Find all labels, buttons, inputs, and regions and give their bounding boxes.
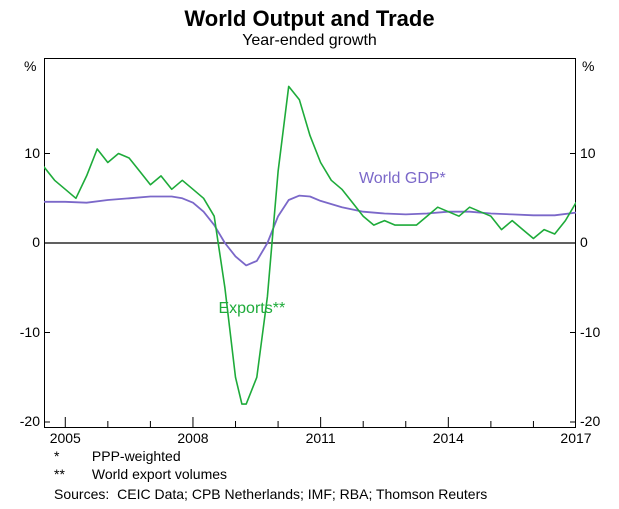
x-tick: 2005 (45, 430, 85, 446)
footnote-1-marker: * (54, 448, 88, 464)
sources-line: Sources: CEIC Data; CPB Netherlands; IMF… (54, 486, 487, 502)
chart-svg (44, 58, 576, 428)
y-tick-right: 10 (580, 145, 596, 161)
series-label-exports: Exports** (218, 300, 285, 318)
footnote-2-text: World export volumes (92, 466, 227, 482)
x-tick: 2014 (428, 430, 468, 446)
x-tick: 2011 (301, 430, 341, 446)
y-tick-left: 0 (6, 234, 40, 250)
footnote-1: * PPP-weighted (54, 448, 181, 464)
y-tick-left: 10 (6, 145, 40, 161)
x-tick: 2017 (556, 430, 596, 446)
y-tick-right: -10 (580, 324, 600, 340)
chart-title: World Output and Trade (0, 6, 619, 32)
sources-text: CEIC Data; CPB Netherlands; IMF; RBA; Th… (113, 486, 487, 502)
y-unit-right: % (582, 58, 594, 74)
y-tick-right: 0 (580, 234, 588, 250)
x-tick: 2008 (173, 430, 213, 446)
y-unit-left: % (24, 58, 36, 74)
y-tick-right: -20 (580, 413, 600, 429)
chart-container: World Output and Trade Year-ended growth… (0, 0, 619, 509)
footnote-2: ** World export volumes (54, 466, 227, 482)
footnote-1-text: PPP-weighted (92, 448, 181, 464)
chart-subtitle: Year-ended growth (0, 32, 619, 50)
y-tick-left: -20 (6, 413, 40, 429)
footnote-2-marker: ** (54, 466, 88, 482)
series-label-gdp: World GDP* (359, 170, 446, 188)
plot-area (44, 58, 576, 428)
y-tick-left: -10 (6, 324, 40, 340)
sources-label: Sources: (54, 486, 109, 502)
